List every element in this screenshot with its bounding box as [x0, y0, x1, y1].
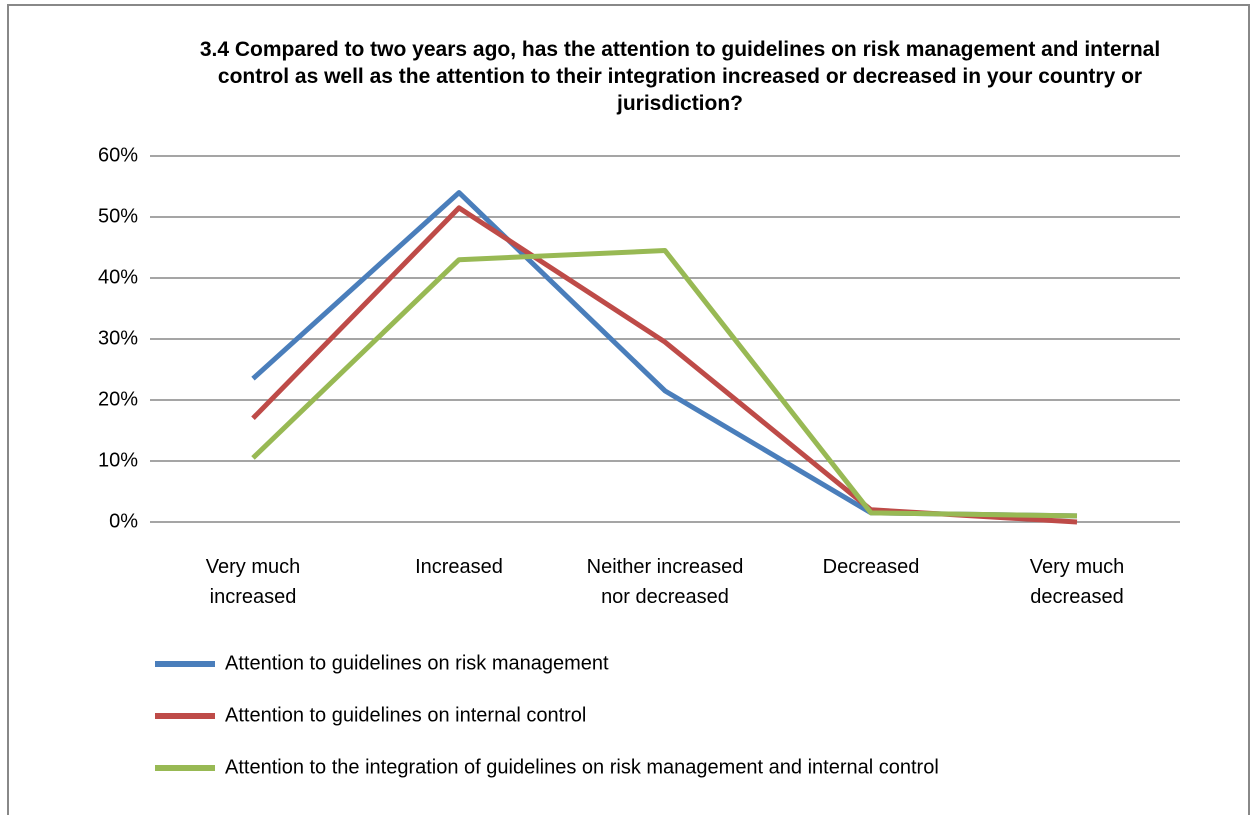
legend-label: Attention to guidelines on risk manageme…: [225, 652, 609, 674]
y-tick-label: 50%: [98, 205, 138, 227]
y-tick-label: 40%: [98, 266, 138, 288]
legend-label: Attention to the integration of guidelin…: [225, 756, 939, 778]
x-tick-label: Very much increased: [205, 556, 301, 608]
chart-border: [7, 4, 1250, 815]
y-tick-label: 10%: [98, 449, 138, 471]
y-tick-label: 20%: [98, 388, 138, 410]
x-tick-label: Neither increased nor decreased: [586, 556, 744, 608]
x-tick-label: Increased: [415, 556, 503, 578]
y-tick-label: 30%: [98, 327, 138, 349]
data-line: [251, 248, 1078, 519]
x-tick-label: Decreased: [822, 556, 920, 578]
data-line: [251, 205, 1078, 525]
y-tick-label: 60%: [98, 144, 138, 166]
x-tick-label: Very much decreased: [1029, 556, 1125, 608]
legend-label: Attention to guidelines on internal cont…: [225, 704, 586, 726]
data-line: [251, 190, 1078, 519]
chart-title: 3.4 Compared to two years ago, has the a…: [199, 38, 1161, 115]
y-tick-label: 0%: [109, 510, 138, 532]
